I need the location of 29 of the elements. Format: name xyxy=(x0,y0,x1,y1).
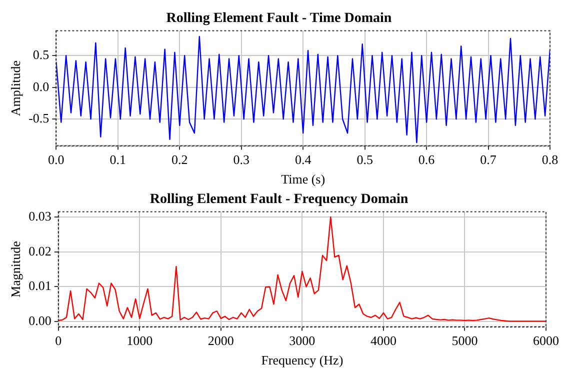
y-tick-label: 0.00 xyxy=(28,312,52,328)
x-tick-label: 2000 xyxy=(208,333,234,348)
y-tick-label: 0.0 xyxy=(32,78,50,94)
y-axis-title: Amplitude xyxy=(8,60,24,116)
x-tick-label: 0.7 xyxy=(480,152,497,168)
x-axis-title: Frequency (Hz) xyxy=(261,352,344,368)
x-tick-label: 6000 xyxy=(533,333,559,348)
x-tick-label: 0.1 xyxy=(110,152,126,168)
y-tick-label: -0.5 xyxy=(28,110,50,126)
x-tick-label: 0.3 xyxy=(233,152,250,168)
x-tick-label: 3000 xyxy=(289,333,316,348)
chart-title: Rolling Element Fault - Time Domain xyxy=(166,11,392,26)
x-tick-label: 0.2 xyxy=(172,152,188,168)
x-tick-label: 0 xyxy=(55,333,62,348)
x-axis-title: Time (s) xyxy=(281,172,326,187)
x-tick-label: 0.8 xyxy=(542,152,558,168)
y-tick-label: 0.5 xyxy=(32,47,50,62)
chart-title: Rolling Element Fault - Frequency Domain xyxy=(150,192,408,208)
x-tick-label: 4000 xyxy=(370,333,396,348)
x-tick-label: 5000 xyxy=(452,333,478,348)
y-tick-label: 0.03 xyxy=(28,208,52,224)
x-tick-label: 0.5 xyxy=(356,152,373,168)
x-tick-label: 0.0 xyxy=(48,152,64,168)
y-axis-title: Magnitude xyxy=(8,240,24,298)
y-tick-label: 0.02 xyxy=(28,243,52,258)
x-tick-label: 0.4 xyxy=(294,152,312,168)
x-tick-label: 0.6 xyxy=(418,152,436,168)
x-tick-label: 1000 xyxy=(126,333,153,348)
y-tick-label: 0.01 xyxy=(28,278,52,294)
